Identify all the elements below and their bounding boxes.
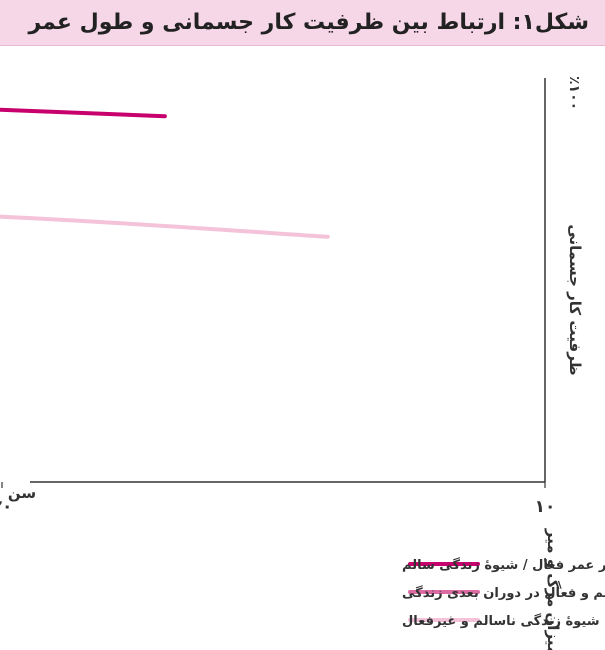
x-axis-label: سن <box>8 484 36 502</box>
legend-label-1: در سرتاسر عمر فعال / شیوهٔ زندگی سالم <box>402 557 605 573</box>
chart-title: شکل۱: ارتباط بین ظرفیت کار جسمانی و طول … <box>28 10 590 35</box>
secondary-axis-label: میزان مرگ و میر <box>544 528 562 650</box>
y-max-label: ٪۱۰۰ <box>566 76 582 110</box>
title-bar: شکل۱: ارتباط بین ظرفیت کار جسمانی و طول … <box>0 0 605 46</box>
x-tick-label-8: ۲۰ <box>0 497 12 517</box>
legend-label-2: شیوهٔ زندگی سالم و فعال در دوران بعدی زن… <box>402 585 605 601</box>
series-line-1 <box>0 107 167 119</box>
x-tick-label-9: ۱۰ <box>535 497 556 517</box>
y-axis-label: ظرفیت کار جسمانی <box>566 224 584 375</box>
series-line-3 <box>0 214 330 239</box>
legend-label-3: شیوهٔ زندگی ناسالم و غیرفعال <box>402 613 599 629</box>
